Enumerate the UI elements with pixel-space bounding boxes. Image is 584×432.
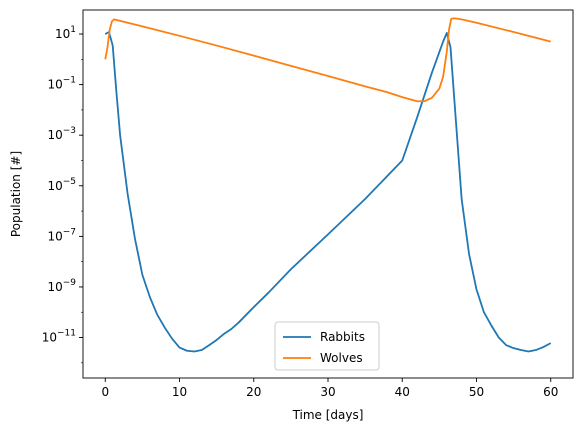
y-axis-label: Population [#] (9, 151, 23, 237)
series-line-rabbits (104, 31, 552, 353)
x-tick-label: 50 (469, 385, 484, 399)
legend: Rabbits Wolves (274, 321, 380, 371)
y-tick-label: 101 (55, 25, 76, 41)
x-tick-label: 40 (395, 385, 410, 399)
series-line-wolves (104, 17, 551, 103)
x-axis-ticks: 0 10 20 30 40 50 60 (101, 378, 558, 399)
x-tick-label: 0 (101, 385, 109, 399)
legend-label-wolves: Wolves (320, 351, 363, 365)
x-tick-label: 10 (172, 385, 187, 399)
y-tick-label: 10−9 (47, 278, 76, 294)
y-tick-label: 10−3 (47, 126, 76, 142)
plot-frame (82, 9, 574, 379)
legend-label-rabbits: Rabbits (320, 330, 365, 344)
y-tick-label: 10−11 (42, 329, 76, 345)
y-tick-label: 10−1 (47, 76, 76, 92)
x-tick-label: 20 (246, 385, 261, 399)
y-tick-label: 10−5 (47, 177, 76, 193)
x-tick-label: 60 (543, 385, 558, 399)
y-axis-ticks: 101 10−1 10−3 10−5 10−7 10−9 10−11 (42, 25, 83, 364)
x-tick-label: 30 (320, 385, 335, 399)
y-tick-label: 10−7 (47, 227, 76, 243)
x-axis-label: Time [days] (292, 408, 364, 422)
plot-lines (104, 17, 552, 353)
